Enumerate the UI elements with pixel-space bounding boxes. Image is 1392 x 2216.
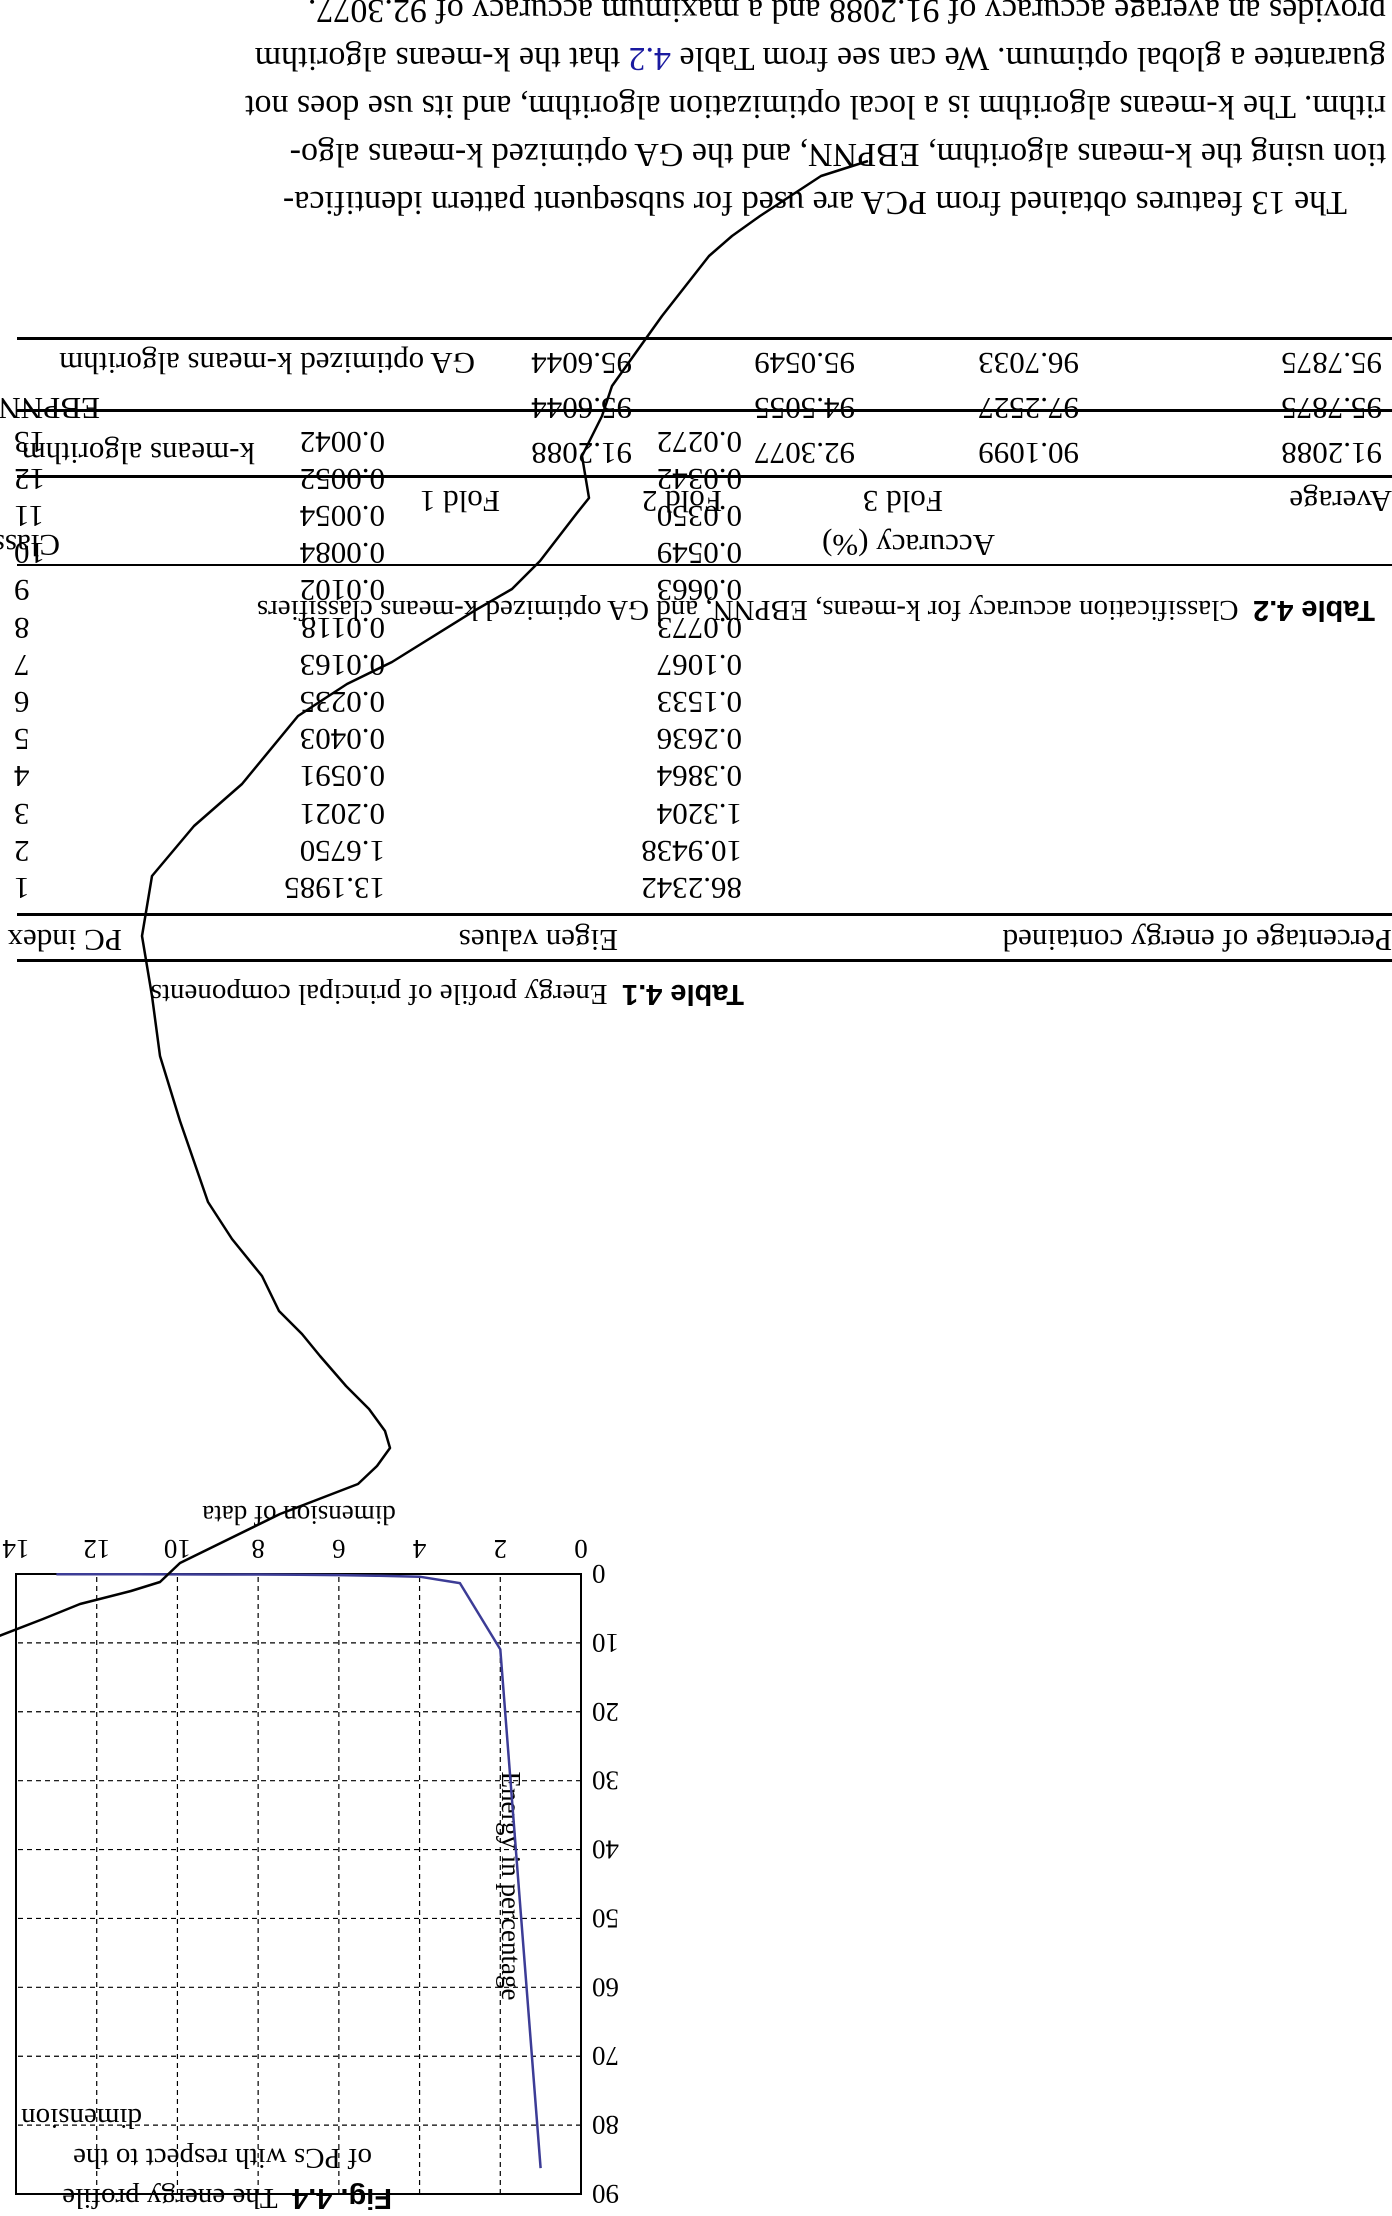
y-tick-label: 50 [592,1903,619,1933]
y-tick-label: 90 [592,2179,619,2209]
y-tick-label: 30 [592,1766,619,1796]
stray-stroke-path [0,159,869,1638]
chart-grid [16,1574,581,2194]
x-axis-label: dimension of data [202,1500,395,1530]
x-tick-label: 12 [83,1534,110,1564]
series-line [56,1572,542,2169]
y-tick-label: 60 [592,1972,619,2002]
y-tick-label: 70 [592,2041,619,2071]
y-tick-label: 10 [592,1628,619,1658]
x-tick-label: 8 [251,1534,265,1564]
y-tick-label: 20 [592,1697,619,1727]
y-axis-ticks: 0 10 20 30 40 50 60 70 80 90 [592,1559,619,2209]
y-tick-label: 40 [592,1835,619,1865]
y-axis-label: Energy in percentage [496,1772,526,2001]
x-tick-label: 0 [574,1534,588,1564]
x-tick-label: 6 [332,1534,346,1564]
x-tick-label: 14 [2,1534,30,1564]
y-tick-label: 0 [592,1559,606,1589]
x-tick-label: 4 [412,1534,426,1564]
energy-profile-chart: 0 2 4 6 8 10 12 14 0 10 20 30 40 50 60 70 80 90 dimensio… [2,1500,619,2209]
y-tick-label: 80 [592,2110,619,2140]
x-tick-label: 2 [494,1534,508,1564]
